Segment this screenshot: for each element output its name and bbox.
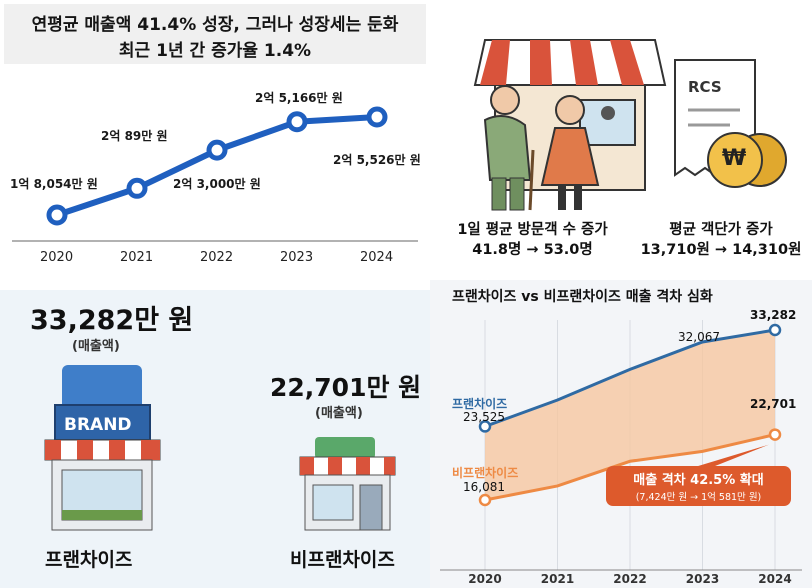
gap-area <box>485 330 775 500</box>
legend-franchise: 프랜차이즈 <box>452 397 508 411</box>
chart-title: 프랜차이즈 vs 비프랜차이즈 매출 격차 심화 <box>452 289 713 305</box>
store-comparison-panel: 33,282만 원 (매출액) BRAND 22,701만 원 (매출액) 프랜… <box>0 290 430 588</box>
x-tick-2022: 2022 <box>613 572 646 586</box>
legend-non-franchise: 비프랜차이즈 <box>452 466 519 480</box>
store-visitors-panel: RCS ₩ 1일 평균 방문객 수 증가 41.8명 → 53.0명 평균 객단… <box>430 0 812 280</box>
chart-title: 연평균 매출액 41.4% 성장, 그러나 성장세는 둔화 <box>31 15 399 35</box>
data-label-2023: 2억 5,166만 원 <box>255 91 343 105</box>
spend-value: 13,710원 → 14,310원 <box>640 242 802 258</box>
data-label-2020: 1억 8,054만 원 <box>10 177 98 191</box>
avg-sales-line-chart <box>12 106 418 242</box>
point-franchise-2024 <box>768 323 782 337</box>
x-tick-2020: 2020 <box>468 572 501 586</box>
point-2020 <box>46 204 68 226</box>
title-bar <box>4 4 426 64</box>
gap-chart-panel: 프랜차이즈 vs 비프랜차이즈 매출 격차 심화 2020 2021 2022 202… <box>430 280 812 588</box>
franchise-amount: 33,282만 원 <box>30 305 194 336</box>
x-tick-2021: 2021 <box>120 250 154 265</box>
callout-pointer <box>685 444 769 470</box>
label-non-franchise-2024: 22,701 <box>750 397 797 411</box>
x-tick-2024: 2024 <box>360 250 394 265</box>
gap-callout: 매출 격차 42.5% 확대 (7,424만 원 → 1억 581만 원) <box>606 466 791 506</box>
line-franchise <box>484 328 776 428</box>
label-franchise-2023: 32,067 <box>678 330 720 344</box>
gap-callout-title: 매출 격차 42.5% 확대 <box>633 473 764 488</box>
visitors-value: 41.8명 → 53.0명 <box>472 242 593 258</box>
gap-line-chart: 2020 2021 2022 2023 2024 <box>440 320 802 586</box>
x-tick-2021: 2021 <box>541 572 574 586</box>
receipt-label: RCS <box>688 78 722 96</box>
non-franchise-sub: (매출액) <box>315 406 363 421</box>
label-non-franchise-2020: 16,081 <box>463 480 505 494</box>
x-tick-2022: 2022 <box>200 250 234 265</box>
label-franchise-2024: 33,282 <box>750 308 797 322</box>
point-non-franchise-2020 <box>478 493 492 507</box>
visitors-label: 1일 평균 방문객 수 증가 <box>457 222 608 238</box>
data-label-2021: 2억 89만 원 <box>101 129 168 143</box>
franchise-label: 프랜차이즈 <box>45 549 133 571</box>
x-tick-2024: 2024 <box>758 572 791 586</box>
point-2022 <box>206 139 228 161</box>
franchise-store-icon <box>44 365 161 531</box>
won-symbol: ₩ <box>722 146 747 171</box>
point-2023 <box>286 111 308 133</box>
point-franchise-2020 <box>478 420 492 433</box>
elderly-man-icon <box>483 85 535 211</box>
point-2021 <box>126 177 148 199</box>
won-coin-icon <box>707 132 787 188</box>
gap-callout-detail: (7,424만 원 → 1억 581만 원) <box>635 492 762 503</box>
franchise-sub: (매출액) <box>72 339 120 354</box>
data-label-2024: 2억 5,526만 원 <box>333 153 421 167</box>
x-tick-2023: 2023 <box>280 250 314 265</box>
non-franchise-store-icon <box>299 437 396 531</box>
chart-subtitle: 최근 1년 간 증가율 1.4% <box>118 41 312 61</box>
point-2024 <box>366 106 388 128</box>
non-franchise-amount: 22,701만 원 <box>270 373 422 402</box>
elderly-woman-icon <box>540 95 600 210</box>
avg-sales-panel: 연평균 매출액 41.4% 성장, 그러나 성장세는 둔화 최근 1년 간 증가… <box>0 0 430 280</box>
label-franchise-2020: 23,525 <box>463 410 505 424</box>
brand-sign: BRAND <box>64 415 132 435</box>
spend-label: 평균 객단가 증가 <box>669 222 773 238</box>
data-label-2022: 2억 3,000만 원 <box>173 177 261 191</box>
line-non-franchise <box>484 433 776 502</box>
point-non-franchise-2024 <box>768 428 782 441</box>
x-tick-2023: 2023 <box>686 572 719 586</box>
non-franchise-label: 비프랜차이즈 <box>290 549 395 571</box>
store-illustration <box>473 39 787 211</box>
x-tick-2020: 2020 <box>40 250 74 265</box>
